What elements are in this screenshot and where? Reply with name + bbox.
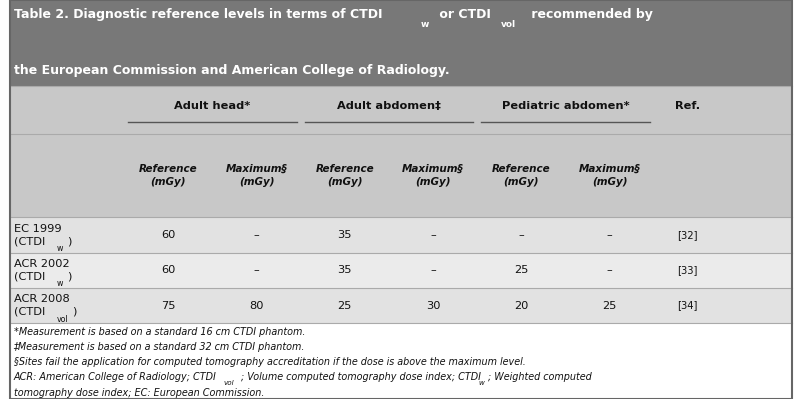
Bar [10, 288, 792, 323]
Text: Adult abdomen‡: Adult abdomen‡ [337, 101, 441, 111]
Text: 25: 25 [602, 300, 617, 310]
Bar [10, 253, 792, 288]
Text: Ref.: Ref. [675, 101, 700, 111]
Text: [32]: [32] [678, 230, 698, 240]
Text: –: – [253, 230, 260, 240]
Text: 35: 35 [338, 265, 352, 275]
Text: ; Weighted computed: ; Weighted computed [488, 372, 592, 383]
Text: ): ) [67, 237, 71, 247]
Text: Maximum§
(mGy): Maximum§ (mGy) [226, 164, 287, 187]
Text: –: – [430, 265, 436, 275]
Text: 80: 80 [249, 300, 264, 310]
Text: Adult head*: Adult head* [174, 101, 251, 111]
Text: Reference
(mGy): Reference (mGy) [315, 164, 375, 187]
Text: Pediatric abdomen*: Pediatric abdomen* [501, 101, 630, 111]
Text: w: w [421, 20, 429, 30]
Text: ‡Measurement is based on a standard 32 cm CTDI phantom.: ‡Measurement is based on a standard 32 c… [14, 342, 305, 352]
Text: Reference
(mGy): Reference (mGy) [492, 164, 551, 187]
Text: ): ) [67, 272, 71, 282]
Text: Table 2. Diagnostic reference levels in terms of CTDI: Table 2. Diagnostic reference levels in … [14, 8, 382, 22]
Text: ): ) [72, 307, 76, 317]
Text: recommended by: recommended by [527, 8, 653, 22]
Text: vol: vol [57, 314, 68, 324]
Text: vol: vol [501, 20, 516, 30]
Text: (CTDI: (CTDI [14, 272, 45, 282]
Text: w: w [57, 244, 63, 253]
Text: Maximum§
(mGy): Maximum§ (mGy) [579, 164, 640, 187]
Text: vol: vol [224, 380, 234, 386]
Text: the European Commission and American College of Radiology.: the European Commission and American Col… [14, 64, 449, 77]
Text: ACR 2002: ACR 2002 [14, 259, 69, 269]
Text: Maximum§
(mGy): Maximum§ (mGy) [403, 164, 464, 187]
Bar [10, 86, 792, 134]
Text: ACR: American College of Radiology; CTDI: ACR: American College of Radiology; CTDI [14, 372, 217, 383]
Text: (CTDI: (CTDI [14, 307, 45, 317]
Text: 60: 60 [161, 265, 176, 275]
Text: –: – [606, 230, 613, 240]
Text: [33]: [33] [678, 265, 698, 275]
Text: ACR 2008: ACR 2008 [14, 294, 70, 304]
Text: *Measurement is based on a standard 16 cm CTDI phantom.: *Measurement is based on a standard 16 c… [14, 327, 305, 337]
Text: tomography dose index; EC: European Commission.: tomography dose index; EC: European Comm… [14, 387, 264, 398]
Bar [10, 323, 792, 399]
Text: w: w [57, 279, 63, 288]
Text: ; Volume computed tomography dose index; CTDI: ; Volume computed tomography dose index;… [241, 372, 481, 383]
Text: [34]: [34] [678, 300, 698, 310]
Text: §Sites fail the application for computed tomography accreditation if the dose is: §Sites fail the application for computed… [14, 357, 525, 367]
Text: –: – [606, 265, 613, 275]
Text: Reference
(mGy): Reference (mGy) [139, 164, 198, 187]
Text: 35: 35 [338, 230, 352, 240]
Text: w: w [479, 380, 484, 386]
Text: 20: 20 [514, 300, 529, 310]
Bar [10, 0, 792, 86]
Text: 30: 30 [426, 300, 440, 310]
Text: (CTDI: (CTDI [14, 237, 45, 247]
Text: –: – [253, 265, 260, 275]
Text: or CTDI: or CTDI [435, 8, 492, 22]
Text: 25: 25 [338, 300, 352, 310]
Bar [10, 217, 792, 253]
Bar [10, 134, 792, 217]
Text: –: – [430, 230, 436, 240]
Text: EC 1999: EC 1999 [14, 224, 61, 234]
Text: 75: 75 [161, 300, 176, 310]
Text: –: – [518, 230, 525, 240]
Text: 60: 60 [161, 230, 176, 240]
Text: 25: 25 [514, 265, 529, 275]
